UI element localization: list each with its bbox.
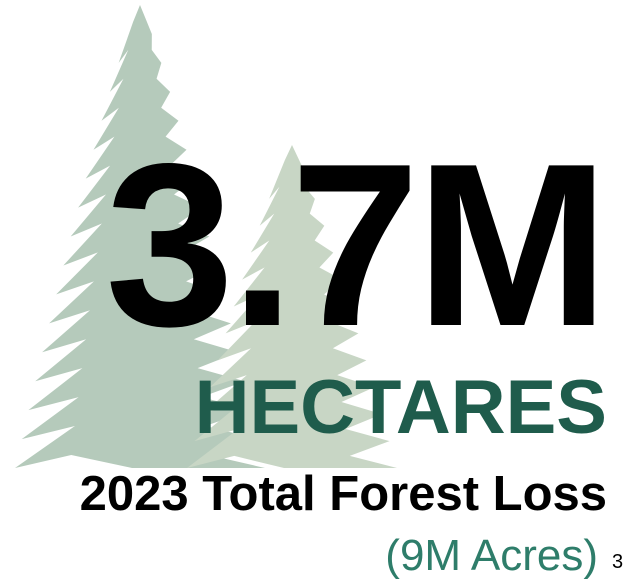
- footnote: 3: [612, 551, 623, 573]
- headline-value: 3.7M: [105, 116, 605, 375]
- note: (9M Acres): [385, 531, 598, 580]
- caption: 2023 Total Forest Loss: [80, 467, 607, 521]
- headline-unit: HECTARES: [195, 365, 607, 450]
- infographic: 3.7M HECTARES 2023 Total Forest Loss (9M…: [0, 0, 635, 580]
